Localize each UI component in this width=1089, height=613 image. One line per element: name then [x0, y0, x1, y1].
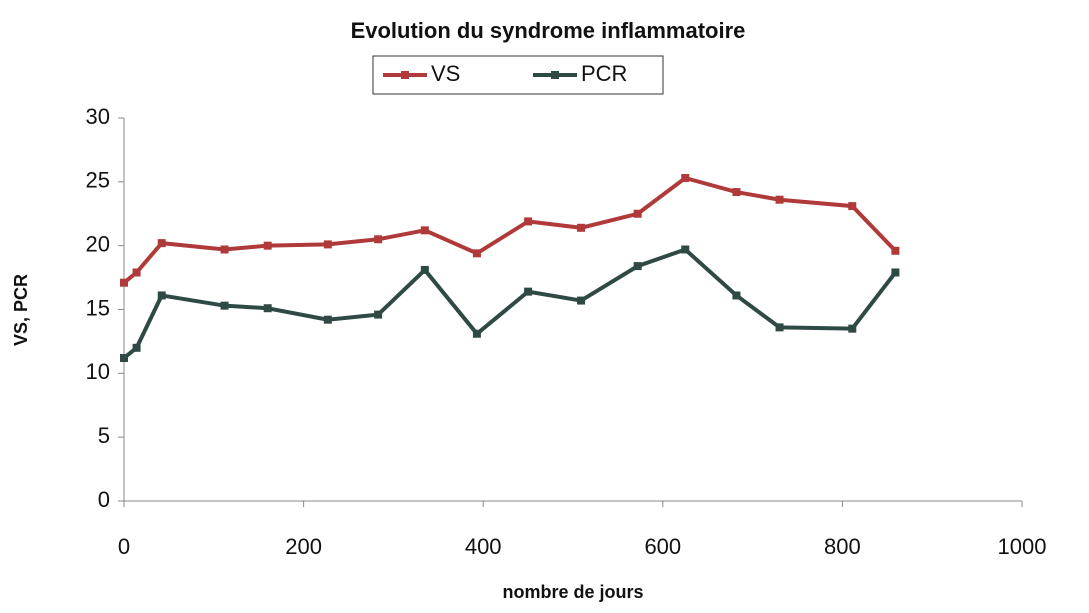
x-tick-label: 400 [465, 534, 502, 559]
point [263, 304, 272, 313]
y-tick-label: 20 [86, 231, 110, 256]
series-line [122, 247, 897, 360]
point [775, 195, 784, 204]
point [775, 323, 784, 332]
y-tick-label: 0 [98, 487, 110, 512]
point [220, 301, 229, 310]
point [120, 278, 128, 287]
point [220, 245, 229, 254]
chart-title: Evolution du syndrome inflammatoire [351, 18, 746, 43]
point [472, 249, 481, 258]
legend-label: VS [431, 61, 460, 86]
x-tick-label: 800 [824, 534, 861, 559]
point [263, 241, 272, 250]
y-tick-label: 5 [98, 423, 110, 448]
point [374, 310, 383, 319]
x-tick-label: 1000 [998, 534, 1047, 559]
point [633, 262, 642, 271]
y-tick-label: 30 [86, 104, 110, 129]
point [681, 174, 690, 183]
x-tick-label: 200 [285, 534, 322, 559]
y-tick-label: 25 [86, 168, 110, 193]
point [323, 240, 332, 249]
point [374, 235, 383, 244]
x-axis-label: nombre de jours [502, 582, 643, 602]
point [323, 315, 332, 324]
x-tick-label: 0 [118, 534, 130, 559]
x-tick-label: 600 [644, 534, 681, 559]
legend-marker [551, 71, 559, 79]
point [524, 217, 533, 226]
point [132, 343, 141, 352]
point [420, 226, 429, 235]
point [420, 265, 429, 274]
point [681, 245, 690, 254]
point [732, 188, 741, 197]
legend-label: PCR [581, 61, 627, 86]
point [891, 246, 900, 255]
y-tick-label: 15 [86, 295, 110, 320]
point [577, 223, 586, 232]
point [120, 354, 128, 363]
point [891, 268, 900, 277]
series-line [122, 175, 897, 285]
point [633, 209, 642, 218]
point [524, 287, 533, 296]
y-axis-label: VS, PCR [11, 274, 31, 346]
point [472, 329, 481, 338]
point [848, 324, 857, 333]
point [157, 291, 166, 300]
y-tick-label: 10 [86, 359, 110, 384]
point [848, 202, 857, 211]
point [157, 239, 166, 248]
point [732, 291, 741, 300]
legend-marker [401, 71, 409, 79]
point [132, 268, 141, 277]
point [577, 296, 586, 305]
